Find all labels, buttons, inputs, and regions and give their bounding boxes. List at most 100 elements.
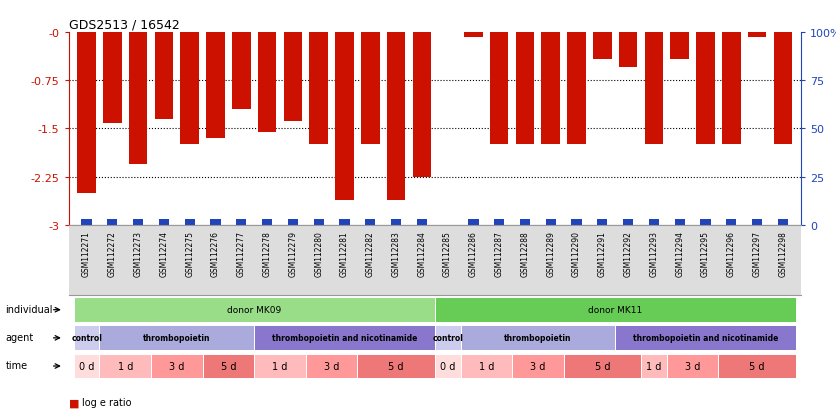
FancyBboxPatch shape [461, 354, 512, 378]
Bar [752, 220, 762, 225]
Bar [773, 33, 793, 145]
Text: 5 d: 5 d [594, 361, 610, 371]
FancyBboxPatch shape [512, 354, 563, 378]
Text: control: control [432, 334, 463, 342]
Text: 0 d: 0 d [79, 361, 94, 371]
Bar [206, 33, 225, 139]
FancyBboxPatch shape [435, 298, 796, 322]
Text: GSM112296: GSM112296 [726, 231, 736, 277]
Text: GSM112276: GSM112276 [211, 231, 220, 277]
Text: GSM112288: GSM112288 [521, 231, 529, 276]
Bar [387, 33, 405, 201]
FancyBboxPatch shape [461, 326, 615, 350]
Bar [494, 220, 504, 225]
Text: 1 d: 1 d [646, 361, 661, 371]
FancyBboxPatch shape [254, 354, 306, 378]
Text: 3 d: 3 d [324, 361, 339, 371]
FancyBboxPatch shape [667, 354, 718, 378]
Text: GSM112286: GSM112286 [469, 231, 478, 276]
Bar [623, 220, 633, 225]
Text: GSM112298: GSM112298 [778, 231, 788, 276]
Bar [185, 220, 195, 225]
Text: agent: agent [6, 332, 33, 342]
FancyBboxPatch shape [74, 326, 99, 350]
FancyBboxPatch shape [435, 326, 461, 350]
Bar [339, 220, 349, 225]
Bar [675, 220, 685, 225]
Text: GSM112280: GSM112280 [314, 231, 324, 276]
Bar [257, 33, 277, 132]
Bar [516, 33, 534, 145]
Bar [237, 220, 247, 225]
Text: thrombopoietin and nicotinamide: thrombopoietin and nicotinamide [272, 334, 417, 342]
Bar [262, 220, 273, 225]
Text: ■: ■ [69, 397, 79, 407]
FancyBboxPatch shape [74, 298, 435, 322]
Bar [361, 33, 380, 145]
Bar [670, 33, 689, 60]
Text: GSM112292: GSM112292 [624, 231, 633, 276]
Bar [542, 33, 560, 145]
Bar [309, 33, 328, 145]
Bar [649, 220, 659, 225]
Text: GSM112278: GSM112278 [263, 231, 272, 276]
Bar [129, 33, 147, 164]
Bar [416, 220, 427, 225]
Text: GSM112283: GSM112283 [391, 231, 400, 276]
FancyBboxPatch shape [74, 354, 99, 378]
Text: GSM112272: GSM112272 [108, 231, 117, 276]
Bar [722, 33, 741, 145]
Text: 5 d: 5 d [749, 361, 765, 371]
Text: GSM112284: GSM112284 [417, 231, 426, 276]
Bar [283, 33, 302, 121]
FancyBboxPatch shape [99, 326, 254, 350]
Bar [468, 220, 478, 225]
Bar [520, 220, 530, 225]
Text: GSM112289: GSM112289 [546, 231, 555, 276]
Text: GDS2513 / 16542: GDS2513 / 16542 [69, 19, 179, 31]
Bar [645, 33, 663, 145]
Text: donor MK11: donor MK11 [588, 306, 642, 314]
Bar [133, 220, 143, 225]
FancyBboxPatch shape [641, 354, 667, 378]
Text: 1 d: 1 d [478, 361, 494, 371]
Text: GSM112273: GSM112273 [134, 231, 143, 277]
Bar [619, 33, 637, 68]
Bar [747, 33, 767, 38]
Text: 0 d: 0 d [440, 361, 456, 371]
Bar [211, 220, 221, 225]
Bar [593, 33, 612, 60]
FancyBboxPatch shape [563, 354, 641, 378]
Text: GSM112281: GSM112281 [340, 231, 349, 276]
FancyBboxPatch shape [357, 354, 435, 378]
Text: GSM112287: GSM112287 [495, 231, 503, 276]
Bar [597, 220, 608, 225]
Text: 5 d: 5 d [221, 361, 237, 371]
Bar [777, 220, 788, 225]
FancyBboxPatch shape [615, 326, 796, 350]
Bar [490, 33, 508, 145]
Text: GSM112297: GSM112297 [752, 231, 762, 277]
Text: GSM112285: GSM112285 [443, 231, 452, 276]
FancyBboxPatch shape [306, 354, 357, 378]
Bar [159, 220, 169, 225]
Bar [314, 220, 324, 225]
Text: GSM112290: GSM112290 [572, 231, 581, 277]
Bar [726, 220, 737, 225]
FancyBboxPatch shape [151, 354, 202, 378]
Bar [77, 33, 96, 193]
Text: GSM112282: GSM112282 [366, 231, 375, 276]
Bar [464, 33, 482, 38]
Text: 5 d: 5 d [388, 361, 404, 371]
Bar [391, 220, 401, 225]
Bar [232, 33, 251, 110]
Text: GSM112275: GSM112275 [186, 231, 194, 277]
Text: control: control [71, 334, 102, 342]
Text: thrombopoietin: thrombopoietin [504, 334, 572, 342]
Bar [103, 33, 122, 124]
Text: GSM112279: GSM112279 [288, 231, 298, 277]
Text: time: time [6, 361, 28, 370]
Text: GSM112295: GSM112295 [701, 231, 710, 277]
Text: thrombopoietin: thrombopoietin [143, 334, 211, 342]
Text: GSM112277: GSM112277 [237, 231, 246, 277]
